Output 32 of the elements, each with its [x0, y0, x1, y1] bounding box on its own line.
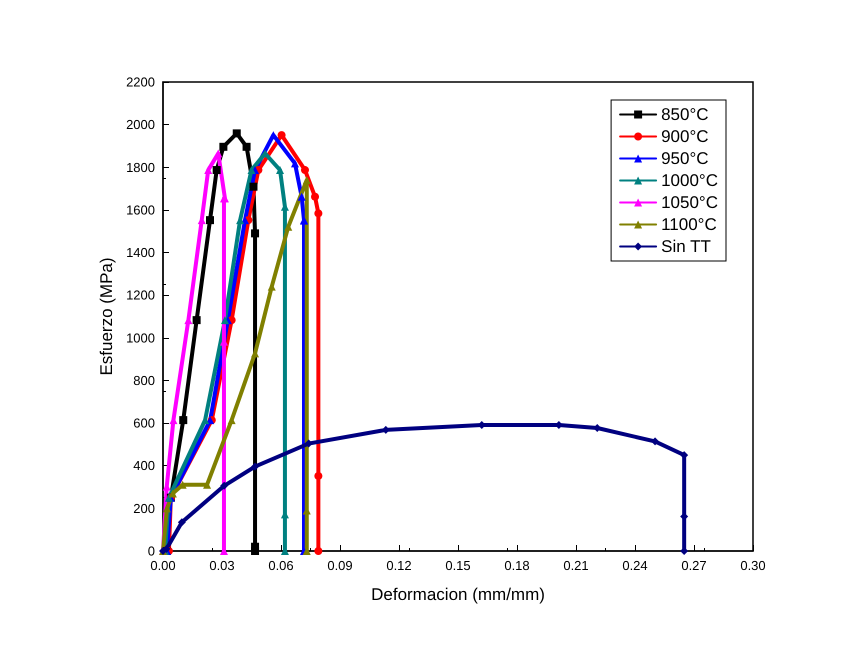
y-tick-label: 600 — [133, 416, 155, 431]
legend-label: 1000°C — [661, 171, 718, 190]
y-tick-label: 800 — [133, 372, 155, 388]
y-tick-label: 1400 — [126, 245, 155, 260]
x-tick-label: 0.27 — [681, 558, 707, 573]
x-tick-label: 0.30 — [740, 558, 766, 573]
x-tick-label: 0.03 — [209, 558, 235, 573]
x-tick-label: 0.24 — [622, 558, 648, 573]
y-tick-label: 1800 — [126, 160, 155, 175]
x-tick-label: 0.06 — [268, 558, 294, 573]
y-axis-title: Esfuerzo (MPa) — [97, 257, 116, 376]
legend-label: 900°C — [661, 127, 709, 146]
y-tick-label: 2200 — [126, 74, 155, 90]
y-tick-label: 1000 — [126, 330, 155, 346]
x-tick-label: 0.18 — [504, 558, 530, 573]
x-tick-label: 0.09 — [327, 558, 353, 573]
x-tick-label: 0.15 — [445, 558, 471, 573]
legend-label: 1100°C — [661, 215, 717, 234]
x-tick-label: 0.00 — [150, 558, 176, 573]
y-tick-label: 1200 — [126, 288, 155, 303]
y-tick-label: 200 — [133, 500, 155, 516]
y-tick-label: 0 — [148, 544, 155, 558]
legend-label: 1050°C — [661, 193, 718, 212]
y-tick-label: 1600 — [126, 202, 155, 218]
x-axis-title: Deformacion (mm/mm) — [371, 585, 545, 604]
legend-label: 850°C — [661, 105, 709, 124]
y-tick-label: 400 — [133, 458, 155, 474]
x-tick-label: 0.21 — [563, 558, 589, 573]
legend-label: Sin TT — [661, 237, 711, 256]
y-tick-label: 2000 — [126, 117, 155, 132]
x-tick-label: 0.12 — [386, 558, 412, 573]
legend-label: 950°C — [661, 149, 709, 168]
